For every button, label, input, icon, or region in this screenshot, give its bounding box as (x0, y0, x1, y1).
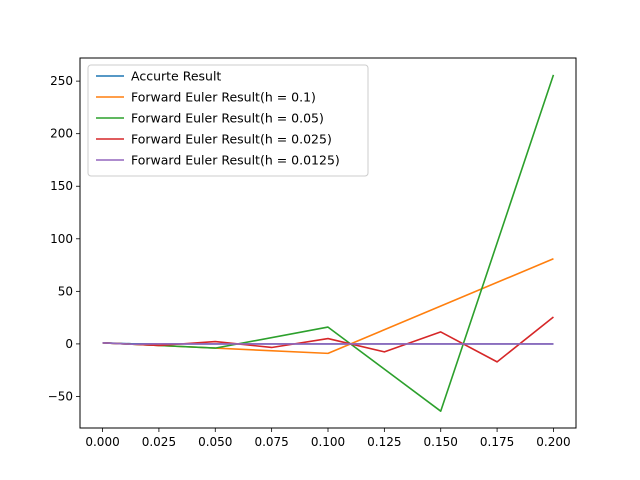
y-tick-label: 50 (58, 284, 73, 298)
y-tick-label: 150 (50, 179, 73, 193)
x-axis: 0.000 0.025 0.050 0.075 0.100 0.125 0.150 0.175… (85, 428, 571, 449)
y-tick-label: 200 (50, 127, 73, 141)
y-axis: −50 0 50 100 150 200 250 (48, 74, 80, 403)
y-tick-label: 0 (65, 337, 73, 351)
x-tick-label: 0.000 (85, 435, 119, 449)
x-tick-label: 0.150 (424, 435, 458, 449)
legend: Accurte Result Forward Euler Result(h = 0… (87, 64, 369, 177)
x-tick-label: 0.075 (254, 435, 288, 449)
legend-box (87, 64, 369, 177)
series-line-5 (102, 342, 554, 345)
legend-label: Accurte Result (131, 69, 221, 84)
plot-frame (79, 57, 577, 429)
x-tick-label: 0.200 (536, 435, 570, 449)
x-tick-label: 0.175 (480, 435, 514, 449)
x-tick-label: 0.100 (311, 435, 345, 449)
x-tick-label: 0.025 (142, 435, 176, 449)
x-tick-label: 0.050 (198, 435, 232, 449)
series-line-3 (102, 74, 555, 412)
legend-label: Forward Euler Result(h = 0.05) (131, 111, 324, 126)
y-tick-label: −50 (48, 389, 73, 403)
y-tick-label: 100 (50, 232, 73, 246)
legend-label: Forward Euler Result(h = 0.025) (131, 132, 332, 147)
y-tick-label: 250 (50, 74, 73, 88)
x-tick-label: 0.125 (367, 435, 401, 449)
legend-label: Forward Euler Result(h = 0.1) (131, 90, 316, 105)
series-layer (102, 74, 555, 412)
legend-label: Forward Euler Result(h = 0.0125) (131, 153, 340, 168)
